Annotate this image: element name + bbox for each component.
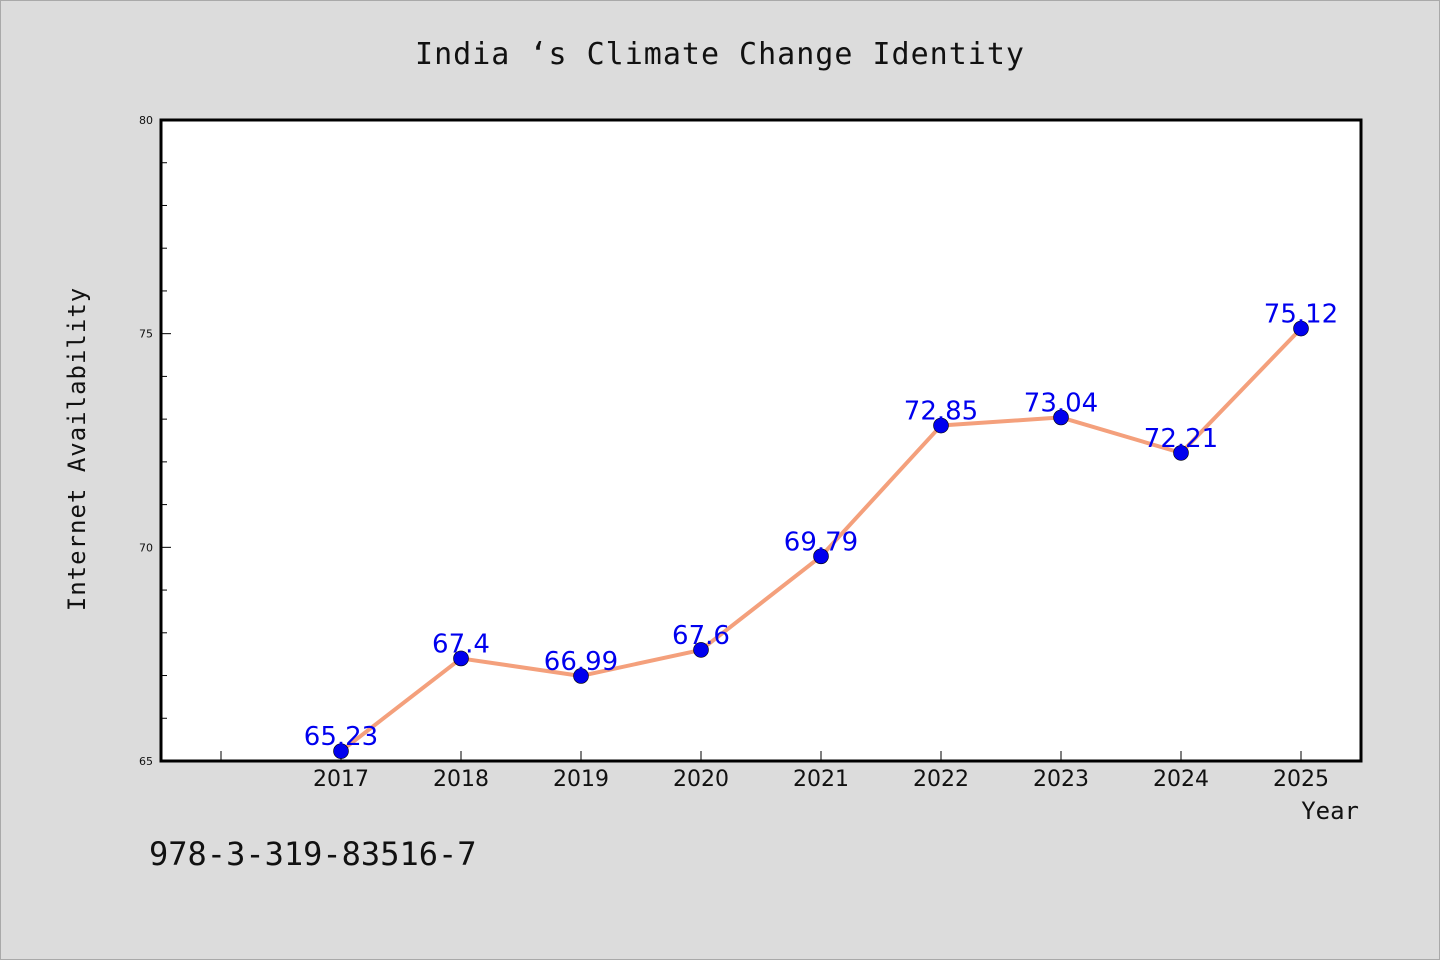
x-tick-label: 2025 bbox=[1273, 767, 1329, 792]
data-point bbox=[1053, 409, 1069, 426]
y-tick-label: 80 bbox=[139, 114, 153, 127]
data-point bbox=[573, 668, 589, 684]
y-tick-label: 75 bbox=[139, 328, 153, 341]
x-tick-label: 2017 bbox=[313, 767, 369, 792]
data-label: 66.99 bbox=[544, 647, 618, 677]
chart-title: India ‘s Climate Change Identity bbox=[415, 37, 1025, 72]
x-tick-label: 2020 bbox=[673, 767, 729, 792]
data-label: 65.23 bbox=[304, 722, 378, 752]
x-axis-label: Year bbox=[1301, 797, 1359, 825]
data-point bbox=[813, 548, 829, 565]
footer-code: 978-3-319-83516-7 bbox=[149, 835, 477, 873]
data-label: 73.04 bbox=[1024, 388, 1098, 418]
x-tick-label: 2019 bbox=[553, 767, 609, 792]
x-tick-label: 2024 bbox=[1153, 767, 1209, 792]
data-point bbox=[933, 417, 949, 434]
data-point bbox=[333, 743, 349, 759]
x-tick-label: 2018 bbox=[433, 767, 489, 792]
data-label: 72.85 bbox=[904, 397, 978, 427]
plot-frame bbox=[159, 118, 1363, 763]
data-point bbox=[1173, 445, 1189, 461]
x-tick-label: 2023 bbox=[1033, 767, 1089, 792]
data-point bbox=[453, 650, 469, 667]
x-tick-label: 2022 bbox=[913, 767, 969, 792]
data-point bbox=[693, 642, 709, 658]
plot-area bbox=[161, 120, 1361, 761]
x-tick-label: 2021 bbox=[793, 767, 849, 792]
data-label: 72.21 bbox=[1144, 424, 1218, 454]
data-label: 67.6 bbox=[672, 621, 730, 651]
data-label: 67.4 bbox=[432, 629, 490, 659]
y-tick-label: 65 bbox=[139, 755, 153, 768]
data-point bbox=[1293, 320, 1309, 337]
y-tick-label: 70 bbox=[139, 541, 153, 554]
data-label: 69.79 bbox=[784, 527, 858, 557]
data-label: 75.12 bbox=[1264, 300, 1338, 330]
